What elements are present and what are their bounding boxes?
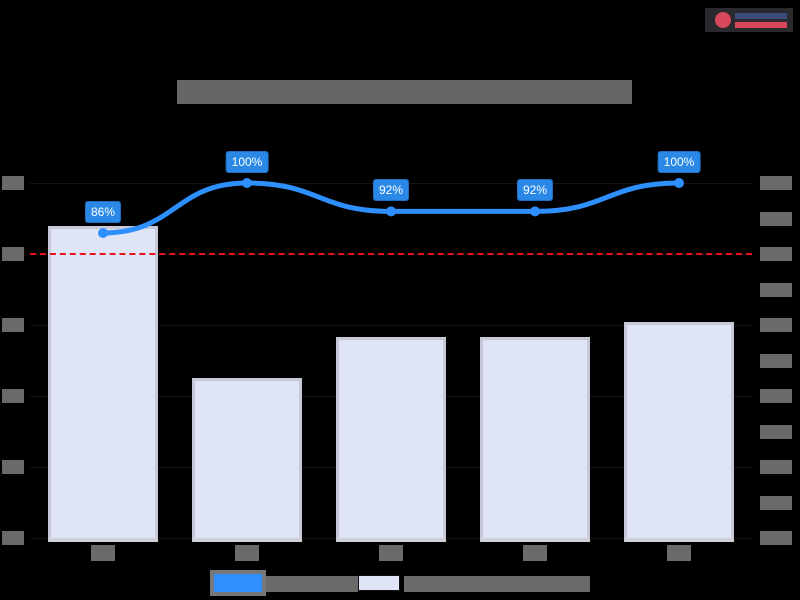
right-axis-tick-label: 100% bbox=[760, 176, 792, 190]
line-data-label: 92% bbox=[372, 179, 410, 202]
line-data-label: 100% bbox=[657, 151, 701, 173]
reference-line bbox=[30, 253, 752, 255]
x-axis-label: [obscured] bbox=[379, 545, 403, 561]
right-axis-tick-label: 0% bbox=[760, 531, 792, 545]
bar bbox=[48, 225, 158, 543]
x-axis-label: [obscured] bbox=[91, 545, 115, 561]
left-axis-tick-label: [obscured] bbox=[2, 247, 24, 261]
right-axis-tick-label: 30% bbox=[760, 424, 792, 439]
right-axis-tick-label: 40% bbox=[760, 389, 792, 403]
line-data-label: 100% bbox=[225, 151, 269, 173]
x-axis-label: [obscured] bbox=[523, 545, 547, 561]
chart-title: [obscured title] bbox=[177, 80, 632, 104]
right-axis-tick-label: 50% bbox=[760, 353, 792, 368]
legend-bar-swatch bbox=[358, 575, 400, 591]
brand-logo bbox=[705, 8, 793, 32]
bar bbox=[336, 337, 446, 542]
right-axis-tick-label: 60% bbox=[760, 318, 792, 332]
line-point bbox=[674, 178, 684, 188]
logo-mark-icon bbox=[715, 12, 731, 28]
x-axis-label: [obscured] bbox=[235, 545, 259, 561]
gridline bbox=[30, 325, 752, 326]
legend-line-swatch bbox=[210, 570, 266, 596]
right-axis-tick-label: 70% bbox=[760, 282, 792, 297]
line-point bbox=[530, 206, 540, 217]
line-data-label: 92% bbox=[516, 179, 554, 202]
x-axis-label: [obscured] bbox=[667, 545, 691, 561]
logo-text-top bbox=[735, 13, 787, 19]
line-point bbox=[386, 206, 396, 217]
right-axis-tick-label: 90% bbox=[760, 211, 792, 226]
legend-bar-label: [obscured bar series] bbox=[404, 576, 590, 592]
left-axis-tick-label: [obscured] bbox=[2, 176, 24, 190]
bar bbox=[480, 337, 590, 542]
left-axis-tick-label: [obscured] bbox=[2, 460, 24, 474]
bar bbox=[624, 322, 734, 542]
right-axis-tick-label: 20% bbox=[760, 460, 792, 474]
legend-line-label: [obscured line series] bbox=[266, 576, 358, 592]
left-axis-tick-label: [obscured] bbox=[2, 389, 24, 403]
right-axis-tick-label: 80% bbox=[760, 247, 792, 261]
line-data-label: 86% bbox=[84, 201, 122, 223]
left-axis-tick-label: [obscured] bbox=[2, 318, 24, 332]
left-axis-tick-label: [obscured] bbox=[2, 531, 24, 545]
logo-text-bottom bbox=[735, 22, 787, 28]
line-point bbox=[242, 178, 252, 188]
line-point bbox=[98, 228, 108, 238]
bar bbox=[192, 378, 302, 542]
right-axis-tick-label: 10% bbox=[760, 495, 792, 510]
